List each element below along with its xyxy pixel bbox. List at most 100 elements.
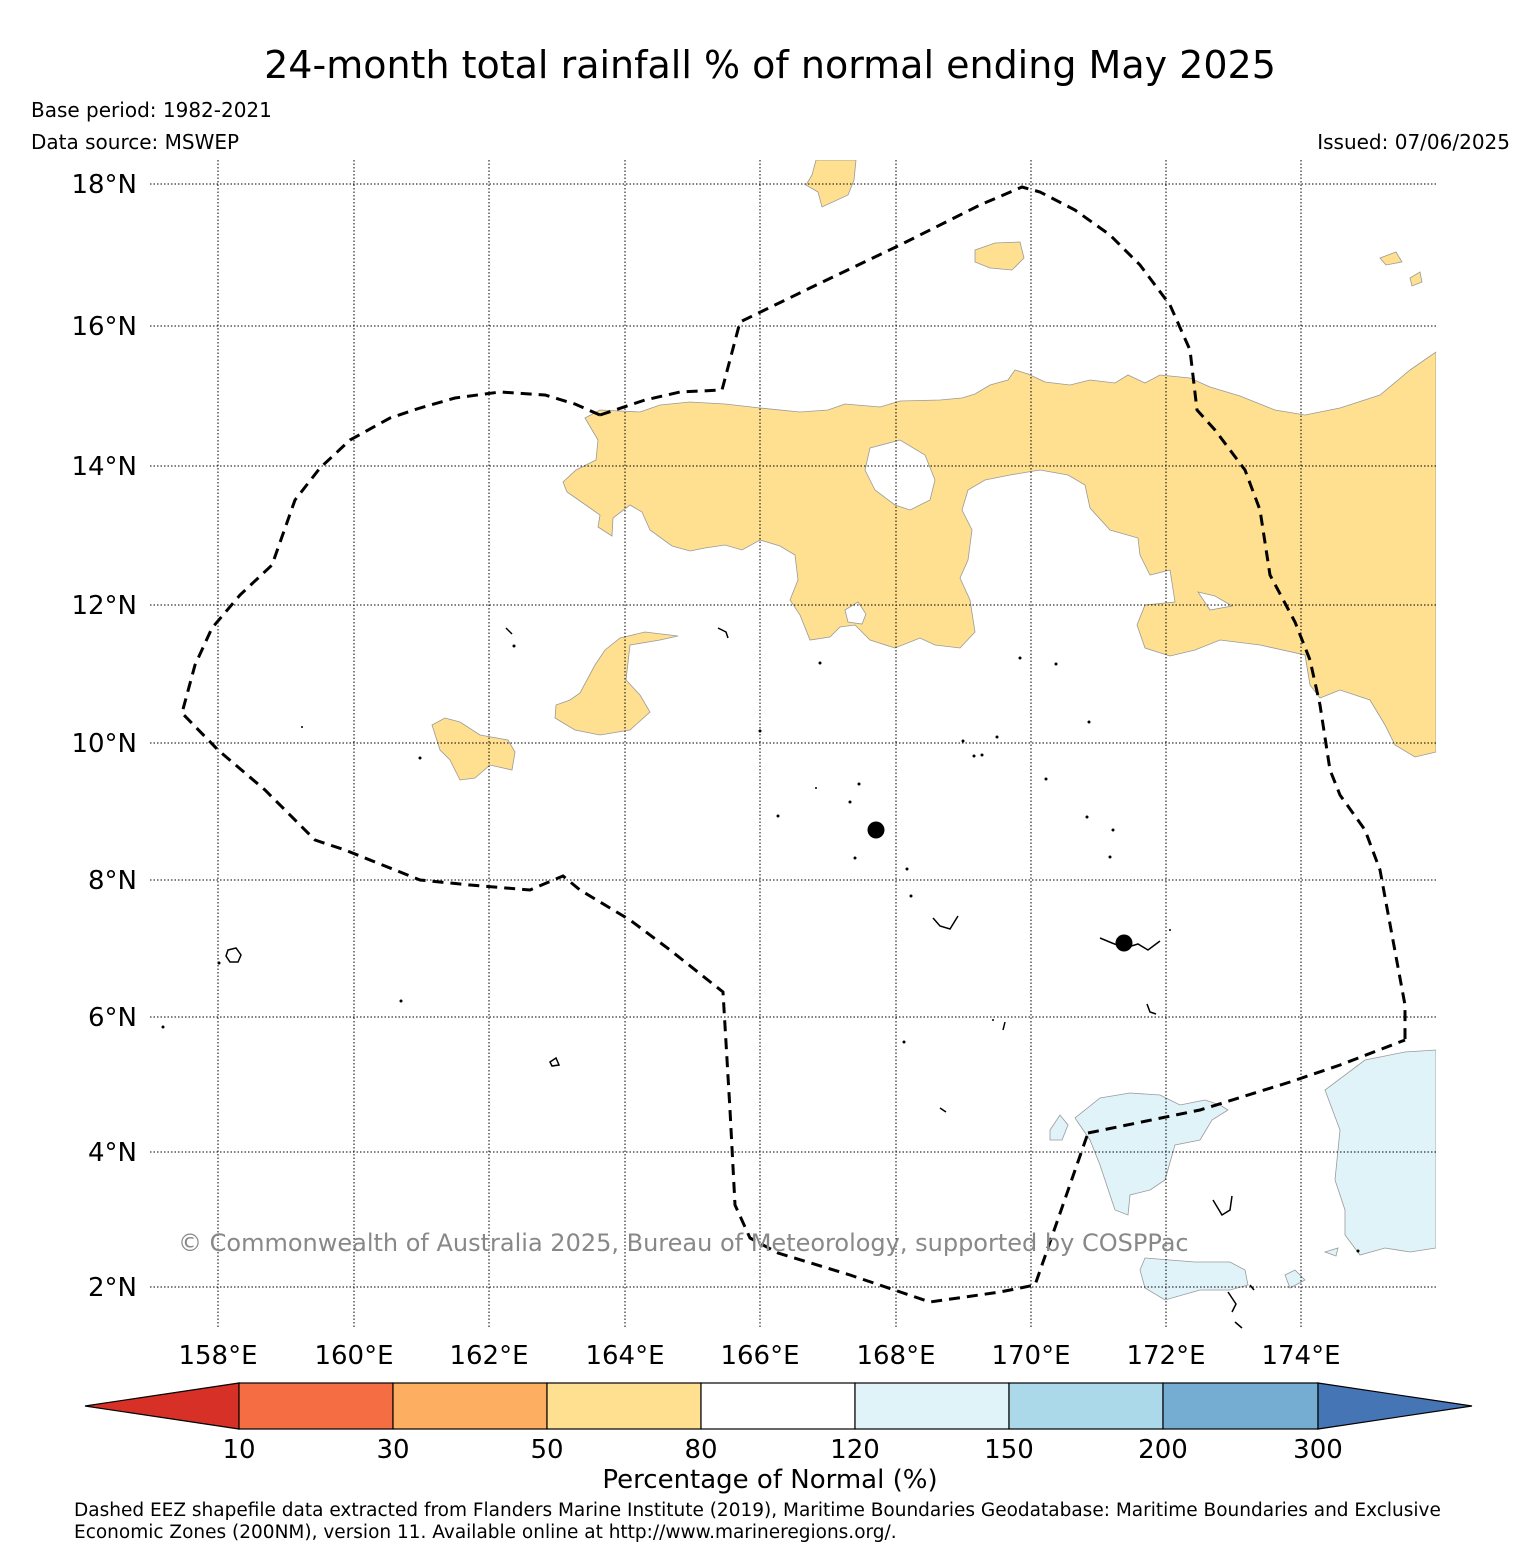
lat-label: 8°N — [88, 866, 137, 896]
islet — [909, 894, 913, 898]
island-outline — [225, 947, 242, 963]
longitude-labels: 158°E 160°E 162°E 164°E 166°E 168°E 170°… — [178, 1341, 1340, 1371]
wet-regions — [1049, 1049, 1436, 1301]
lon-label: 160°E — [314, 1341, 393, 1371]
islet — [1054, 662, 1058, 666]
islet — [961, 739, 965, 743]
lat-label: 2°N — [88, 1273, 137, 1303]
location-marker — [1115, 934, 1133, 952]
dry-region-central — [562, 351, 1436, 758]
islet — [980, 753, 984, 757]
islet — [161, 1025, 165, 1029]
islet — [1087, 720, 1091, 724]
dry-region-southwest — [431, 717, 516, 781]
wet-region-small-1 — [1049, 1114, 1069, 1141]
islet — [217, 961, 221, 965]
colorbar-extend-low — [84, 1382, 240, 1430]
lat-label: 10°N — [71, 729, 137, 759]
colorbar-tick: 80 — [684, 1435, 718, 1465]
lon-label: 170°E — [991, 1341, 1070, 1371]
normal-hole-3 — [1197, 591, 1234, 611]
islet — [853, 856, 857, 860]
eez-boundary-southeast — [1087, 1038, 1406, 1135]
normal-hole-2 — [844, 601, 867, 625]
islet — [992, 1019, 994, 1021]
islet — [301, 726, 303, 728]
eez-boundary-northeast — [599, 185, 1407, 1040]
atoll-outline — [1234, 1321, 1243, 1329]
atoll-outline — [1002, 1021, 1006, 1031]
map-title: 24-month total rainfall % of normal endi… — [264, 43, 1276, 87]
islet — [418, 756, 422, 760]
colorbar-tick: 150 — [984, 1435, 1034, 1465]
lon-label: 164°E — [585, 1341, 664, 1371]
dry-region-north-2 — [974, 241, 1025, 271]
atoll-outline — [505, 627, 513, 635]
islet — [995, 735, 999, 739]
colorbar-segment — [392, 1382, 548, 1430]
islet — [818, 661, 822, 665]
eez-boundary-west — [180, 390, 1090, 1304]
islands — [225, 627, 1255, 1329]
eez-source-footnote: Dashed EEZ shapefile data extracted from… — [74, 1500, 1441, 1543]
islet — [857, 782, 861, 786]
islet — [1085, 815, 1089, 819]
dry-region-west — [554, 631, 679, 736]
islet — [1018, 656, 1022, 660]
colorbar-tick: 120 — [830, 1435, 880, 1465]
islet — [815, 787, 817, 789]
lat-label: 14°N — [71, 452, 137, 482]
colorbar-segment — [1162, 1382, 1319, 1430]
islet — [1111, 828, 1115, 832]
wet-region-small-3 — [1323, 1247, 1339, 1257]
colorbar-segment — [238, 1382, 394, 1430]
atoll-outline — [1227, 1291, 1237, 1313]
islet — [848, 800, 852, 804]
islet — [1108, 855, 1112, 859]
islet — [1169, 929, 1171, 931]
dry-regions — [431, 160, 1436, 781]
islet — [512, 644, 516, 648]
atoll-outline — [1146, 1003, 1157, 1015]
lat-label: 6°N — [88, 1003, 137, 1033]
wet-region-south — [1139, 1257, 1249, 1301]
lat-label: 4°N — [88, 1138, 137, 1168]
data-source: Data source: MSWEP — [31, 130, 240, 154]
colorbar-extend-high — [1317, 1382, 1473, 1430]
colorbar-segment — [1008, 1382, 1164, 1430]
island-outline — [549, 1056, 561, 1067]
colorbar-tick: 200 — [1138, 1435, 1188, 1465]
wet-region-east — [1324, 1049, 1436, 1256]
colorbar-segment — [546, 1382, 702, 1430]
islet — [399, 999, 403, 1003]
colorbar-tick: 10 — [222, 1435, 256, 1465]
lon-label: 166°E — [720, 1341, 799, 1371]
atoll-outline — [932, 915, 959, 930]
lat-label: 16°N — [71, 312, 137, 342]
issued-date: Issued: 07/06/2025 — [1317, 130, 1510, 154]
wet-region-small-2 — [1284, 1269, 1306, 1289]
colorbar-segment — [854, 1382, 1010, 1430]
lat-label: 18°N — [71, 170, 137, 200]
dry-region-north — [805, 160, 857, 208]
islet — [972, 754, 976, 758]
anomaly-regions — [431, 160, 1436, 1301]
colorbar — [84, 1382, 1473, 1430]
location-marker — [867, 821, 885, 839]
graticule — [150, 160, 1436, 1328]
lon-label: 172°E — [1126, 1341, 1205, 1371]
colorbar-tick: 30 — [376, 1435, 410, 1465]
eez-boundaries — [180, 185, 1407, 1304]
islet — [758, 729, 762, 733]
islet — [1044, 777, 1048, 781]
atoll-outline — [1249, 1284, 1255, 1291]
lon-label: 158°E — [178, 1341, 257, 1371]
dry-region-small-east — [1379, 251, 1403, 266]
colorbar-label: Percentage of Normal (%) — [602, 1465, 938, 1495]
atoll-outline — [717, 627, 729, 639]
wet-region-marshall — [1074, 1092, 1229, 1216]
lat-label: 12°N — [71, 591, 137, 621]
normal-holes — [844, 439, 1234, 625]
colorbar-tick: 50 — [530, 1435, 564, 1465]
islet — [1356, 1249, 1360, 1253]
